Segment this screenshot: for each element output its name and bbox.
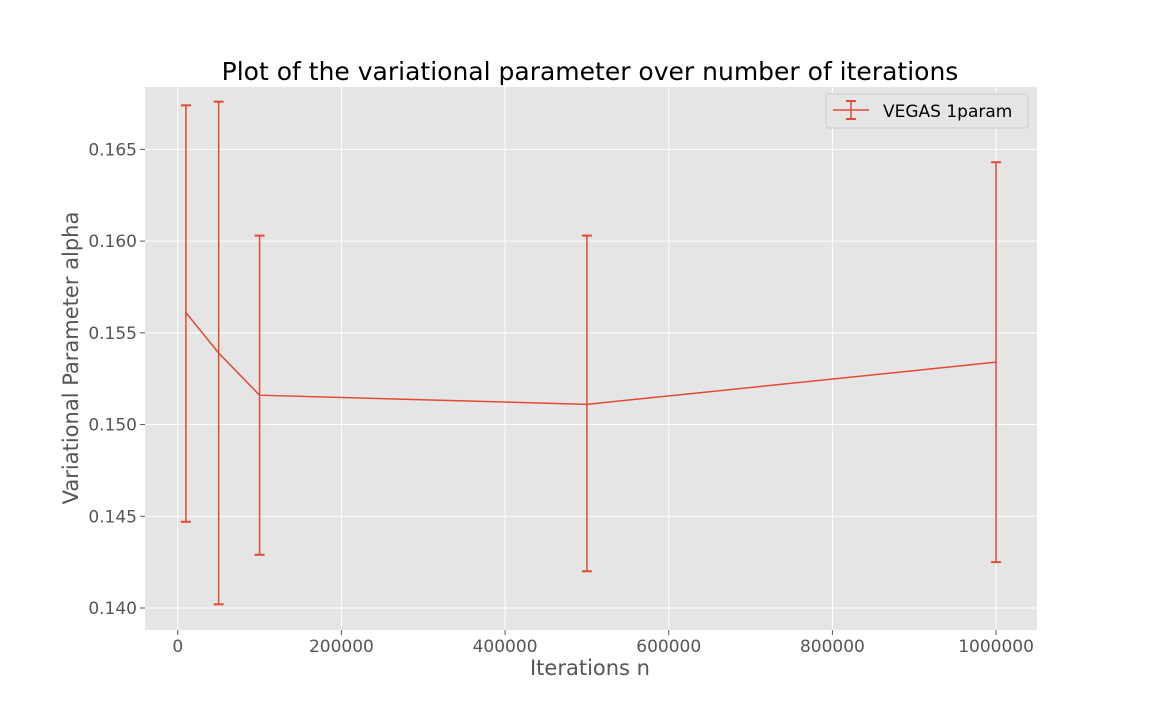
y-tick-label: 0.165 (88, 140, 137, 160)
x-tick-label: 400000 (473, 637, 538, 657)
legend-box (825, 93, 1029, 129)
y-axis-label: Variational Parameter alpha (59, 212, 83, 505)
y-tick-label: 0.140 (88, 599, 137, 619)
plot-area (145, 87, 1037, 630)
x-tick-label: 1000000 (958, 637, 1034, 657)
y-tick-label: 0.155 (88, 324, 137, 344)
series-line (185, 312, 997, 406)
legend-label: VEGAS 1param (883, 102, 1012, 122)
chart-title: Plot of the variational parameter over n… (222, 57, 959, 86)
x-tick-label: 800000 (800, 637, 865, 657)
x-tick-label: 200000 (309, 637, 374, 657)
legend: VEGAS 1param (825, 93, 1029, 129)
x-axis: 0 200000 400000 600000 800000 1000000 (172, 630, 1034, 657)
x-tick-label: 0 (172, 637, 183, 657)
y-tick-label: 0.160 (88, 232, 137, 252)
y-tick-label: 0.150 (88, 416, 137, 436)
x-axis-label: Iterations n (530, 656, 650, 680)
series-lines (185, 312, 997, 406)
x-tick-label: 600000 (636, 637, 701, 657)
y-tick-label: 0.145 (88, 507, 137, 527)
y-axis: 0.140 0.145 0.150 0.155 0.160 0.165 (88, 140, 145, 619)
